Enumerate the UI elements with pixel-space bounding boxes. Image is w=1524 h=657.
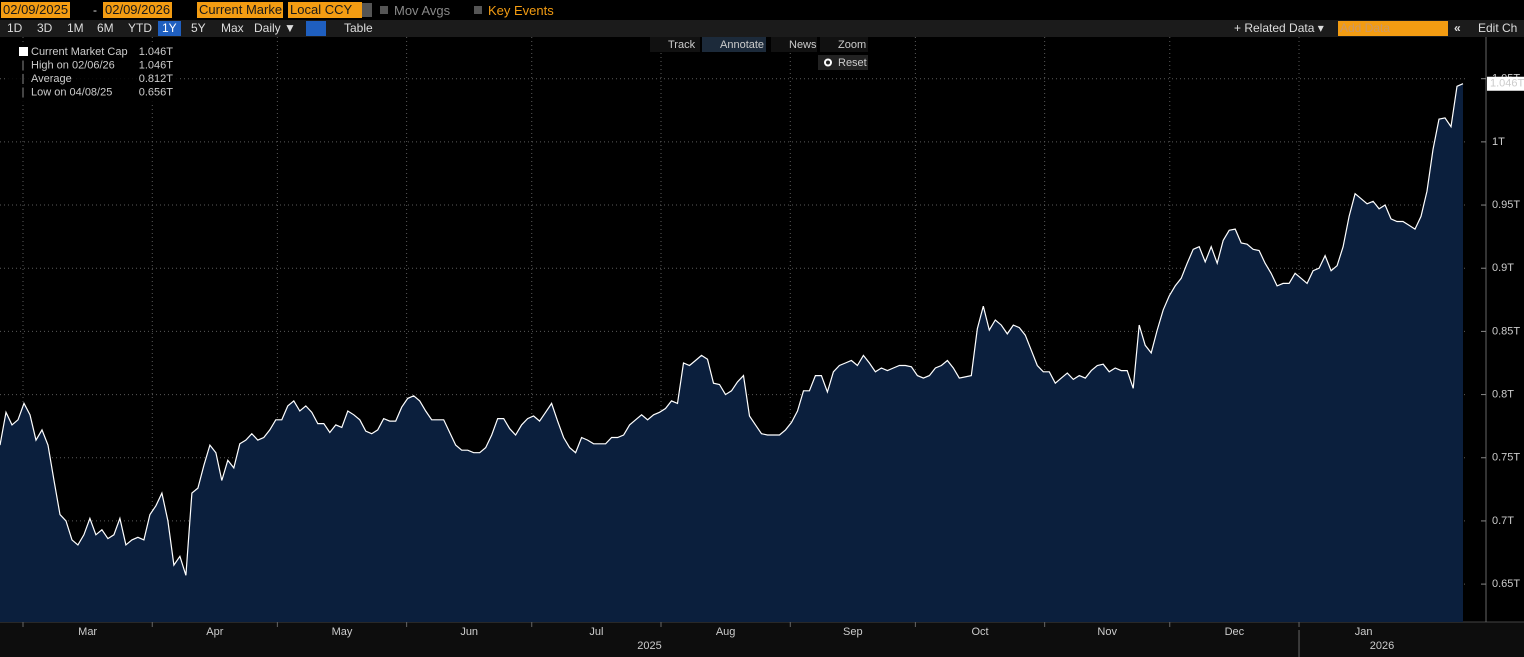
table-button[interactable]: Table bbox=[344, 21, 373, 35]
tool-label[interactable]: Track bbox=[668, 39, 696, 51]
reset-label[interactable]: Reset bbox=[838, 57, 867, 69]
y-tick-label: 0.75T bbox=[1492, 452, 1520, 464]
date-separator: - bbox=[93, 3, 97, 17]
legend-value: 0.812T bbox=[139, 73, 174, 85]
mov-avgs[interactable]: Mov Avgs bbox=[394, 3, 451, 18]
reset-icon bbox=[824, 58, 832, 67]
start-date[interactable]: 02/09/2025 bbox=[1, 2, 71, 18]
currency-select[interactable]: Local CCY bbox=[288, 2, 362, 18]
line bbox=[0, 83, 1464, 576]
y-tick-label: 0.7T bbox=[1492, 515, 1514, 527]
tool-label[interactable]: Annotate bbox=[720, 39, 764, 51]
last-value-box bbox=[1487, 76, 1524, 91]
period-button[interactable]: Max bbox=[221, 21, 244, 35]
period-button[interactable]: 6M bbox=[97, 21, 114, 35]
x-tick-label: Mar bbox=[78, 626, 97, 638]
x-tick-label: Aug bbox=[716, 626, 736, 638]
tool-label[interactable]: News bbox=[789, 39, 817, 51]
x-tick-label: Jan bbox=[1355, 626, 1373, 638]
tool-button[interactable] bbox=[820, 37, 868, 52]
legend-label: Low on 04/08/25 bbox=[31, 86, 112, 98]
y-tick-label: 0.9T bbox=[1492, 262, 1514, 274]
field-select[interactable]: Current Marke bbox=[197, 2, 283, 18]
period-button[interactable]: YTD bbox=[128, 21, 152, 35]
toolbar: 02/09/2025 - 02/09/2026 Current Marke Lo… bbox=[0, 0, 1524, 20]
y-tick-label: 0.85T bbox=[1492, 325, 1520, 337]
key-events[interactable]: Key Events bbox=[488, 3, 554, 18]
tool-button[interactable] bbox=[702, 37, 766, 52]
y-tick-label: 0.95T bbox=[1492, 199, 1520, 211]
x-tick-label: Jun bbox=[460, 626, 478, 638]
chart-icon[interactable] bbox=[306, 21, 326, 36]
year-label: 2026 bbox=[1370, 640, 1394, 652]
x-axis-band bbox=[0, 622, 1524, 657]
x-tick-label: Nov bbox=[1097, 626, 1117, 638]
add-data[interactable]: Add Data bbox=[1338, 21, 1448, 36]
period-button[interactable]: 3D bbox=[37, 21, 53, 35]
period-button[interactable]: 1M bbox=[67, 21, 84, 35]
x-tick-label: Apr bbox=[206, 626, 223, 638]
x-tick-label: May bbox=[332, 626, 353, 638]
x-tick-label: Jul bbox=[589, 626, 603, 638]
legend-value: 1.046T bbox=[139, 59, 174, 71]
legend-swatch bbox=[19, 47, 28, 56]
collapse[interactable]: « bbox=[1454, 21, 1461, 35]
end-date[interactable]: 02/09/2026 bbox=[103, 2, 173, 18]
tool-label[interactable]: Zoom bbox=[838, 39, 866, 51]
reset-button[interactable] bbox=[818, 55, 868, 70]
legend-label: Current Market Cap bbox=[31, 46, 128, 58]
x-tick-label: Sep bbox=[843, 626, 863, 638]
x-tick-label: Oct bbox=[971, 626, 988, 638]
x-tick-label: Dec bbox=[1225, 626, 1245, 638]
legend-value: 1.046T bbox=[139, 46, 174, 58]
period-button[interactable]: 1Y bbox=[158, 21, 181, 36]
y-axis-band bbox=[1465, 37, 1524, 622]
tool-button[interactable] bbox=[771, 37, 817, 52]
y-tick-label: 1T bbox=[1492, 136, 1505, 148]
checkbox[interactable] bbox=[474, 6, 482, 14]
legend-label: Average bbox=[31, 73, 72, 85]
last-value-label: 1.046T bbox=[1490, 78, 1524, 90]
legend-value: 0.656T bbox=[139, 86, 174, 98]
frequency[interactable]: Daily ▼ bbox=[254, 21, 296, 35]
toolbar-2: 1D 3D 1M 6M YTD 1Y 5Y Max Daily ▼ Table + Relat… bbox=[0, 20, 1524, 37]
legend-panel bbox=[6, 44, 178, 102]
year-label: 2025 bbox=[637, 640, 661, 652]
dropdown-arrow[interactable] bbox=[362, 3, 372, 17]
y-tick-label: 0.65T bbox=[1492, 578, 1520, 590]
edit-chart[interactable]: Edit Ch bbox=[1478, 21, 1518, 35]
y-tick-label: 0.8T bbox=[1492, 388, 1514, 400]
area bbox=[0, 83, 1463, 622]
checkbox[interactable] bbox=[380, 6, 388, 14]
tool-button[interactable] bbox=[650, 37, 700, 52]
period-button[interactable]: 5Y bbox=[191, 21, 206, 35]
related-data[interactable]: + Related Data ▾ bbox=[1234, 21, 1324, 35]
legend-label: High on 02/06/26 bbox=[31, 59, 115, 71]
period-button[interactable]: 1D bbox=[7, 21, 23, 35]
